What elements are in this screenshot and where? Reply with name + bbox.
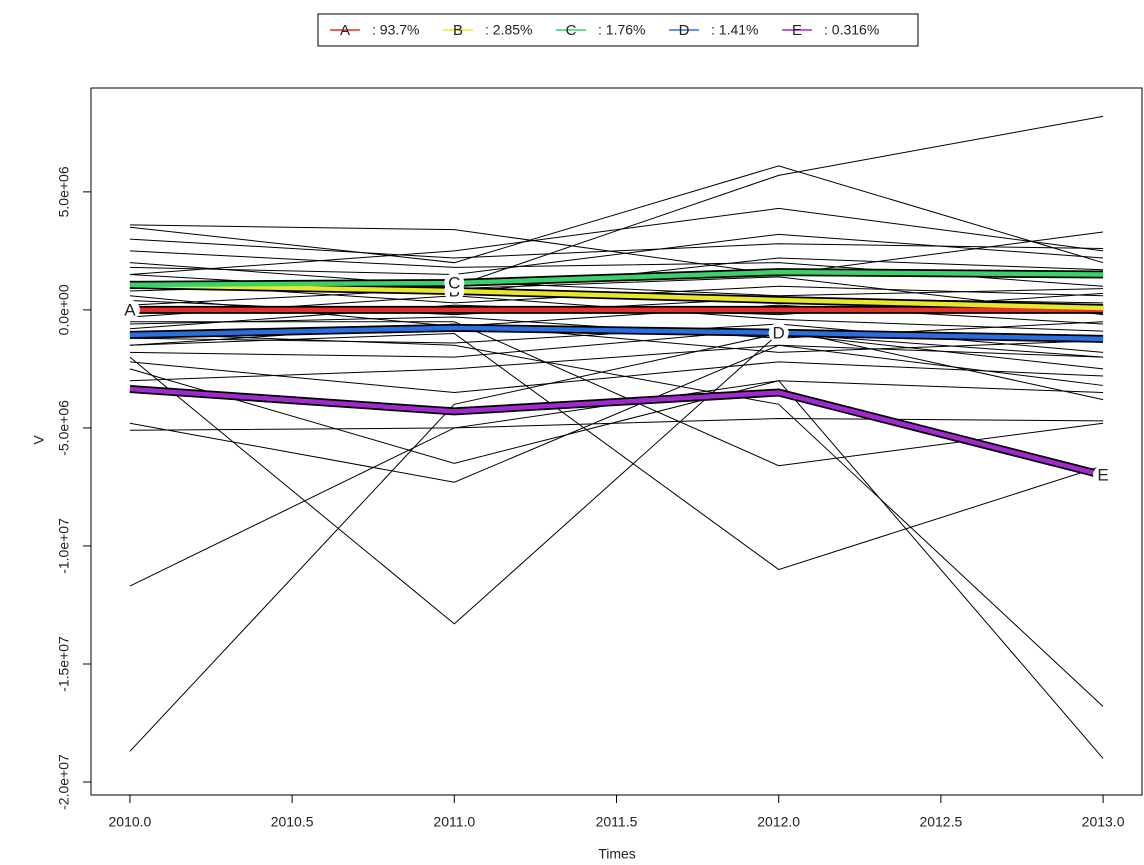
series-line bbox=[129, 282, 1104, 311]
trajectory bbox=[129, 224, 1104, 275]
trajectory bbox=[129, 333, 1104, 707]
series-marker bbox=[1093, 465, 1114, 486]
series-marker bbox=[119, 299, 140, 320]
x-tick-label: 2010.5 bbox=[271, 814, 314, 830]
y-tick-label: -1.5e+07 bbox=[56, 636, 72, 692]
x-axis-label: Times bbox=[598, 846, 636, 862]
x-tick-label: 2010.0 bbox=[109, 814, 152, 830]
trajectory bbox=[129, 344, 1104, 386]
x-tick-label: 2011.5 bbox=[596, 814, 638, 830]
y-tick-label: -1.0e+07 bbox=[56, 518, 72, 574]
series-marker-label: A bbox=[124, 300, 136, 319]
trajectory bbox=[129, 344, 1104, 483]
trajectory bbox=[129, 321, 1104, 467]
legend-label: : 0.316% bbox=[824, 22, 879, 38]
series-marker-label: E bbox=[1097, 466, 1108, 485]
trajectory bbox=[129, 233, 1104, 275]
trajectory bbox=[129, 165, 1104, 264]
x-tick-label: 2013.0 bbox=[1082, 814, 1125, 830]
y-tick-label: -2.0e+07 bbox=[56, 754, 72, 810]
y-tick-label: 5.0e+06 bbox=[56, 166, 72, 217]
trajectory bbox=[129, 368, 1104, 759]
y-axis-label: V bbox=[31, 435, 47, 445]
trajectory bbox=[129, 238, 1104, 259]
x-tick-label: 2012.5 bbox=[919, 814, 962, 830]
series-marker bbox=[444, 272, 465, 293]
y-tick-label: 0.0e+00 bbox=[56, 284, 72, 335]
trajectory bbox=[129, 417, 1104, 431]
series-line bbox=[129, 325, 1104, 342]
legend-letter: A bbox=[340, 22, 350, 39]
trajectory bbox=[129, 332, 1104, 752]
x-tick-label: 2012.0 bbox=[757, 814, 800, 830]
legend-box bbox=[317, 13, 919, 47]
trajectory bbox=[129, 328, 1104, 401]
series-marker-label: C bbox=[448, 273, 460, 292]
legend-label: : 1.76% bbox=[598, 22, 645, 38]
series-marker bbox=[768, 322, 789, 343]
trajectory bbox=[129, 361, 1104, 394]
trajectory bbox=[129, 115, 1104, 287]
legend-label: : 93.7% bbox=[372, 22, 419, 38]
series-line bbox=[129, 269, 1104, 288]
legend-label: : 1.41% bbox=[711, 22, 758, 38]
series-marker-label: D bbox=[773, 323, 785, 342]
trajectory bbox=[129, 207, 1104, 275]
legend-letter: D bbox=[679, 22, 690, 39]
y-tick-label: -5.0e+06 bbox=[56, 400, 72, 456]
trajectory bbox=[129, 276, 1104, 316]
legend-label: : 2.85% bbox=[485, 22, 532, 38]
legend-letter: E bbox=[792, 22, 802, 39]
series-line bbox=[129, 386, 1104, 478]
legend-letter: B bbox=[453, 22, 463, 39]
legend-letter: C bbox=[566, 22, 577, 39]
x-tick-label: 2011.0 bbox=[433, 814, 475, 830]
